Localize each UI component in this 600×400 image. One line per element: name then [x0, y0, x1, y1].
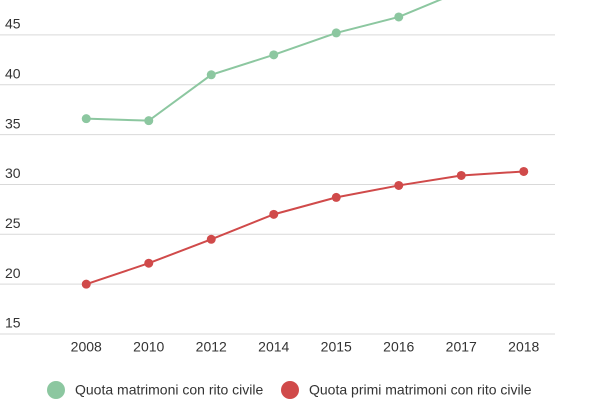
- series-line: [85, 170, 524, 286]
- x-tick-label: 2008: [71, 339, 102, 355]
- data-point: [206, 234, 216, 244]
- legend-label: Quota primi matrimoni con rito civile: [309, 382, 532, 398]
- data-point: [394, 12, 404, 22]
- data-point: [81, 114, 91, 124]
- data-point: [144, 258, 154, 268]
- x-tick-label: 2014: [258, 339, 289, 355]
- x-tick-label: 2012: [196, 339, 227, 355]
- data-point: [456, 170, 466, 180]
- data-point: [81, 279, 91, 289]
- x-tick-label: 2018: [508, 339, 539, 355]
- y-tick-label: 45: [5, 16, 21, 32]
- data-point: [519, 166, 529, 176]
- data-point: [269, 50, 279, 60]
- y-tick-label: 40: [5, 65, 21, 81]
- y-tick-label: 30: [5, 165, 21, 181]
- data-point: [331, 28, 341, 38]
- y-tick-label: 35: [5, 115, 21, 131]
- legend-marker: [47, 381, 65, 399]
- y-tick-label: 15: [5, 315, 21, 331]
- x-tick-label: 2015: [321, 339, 352, 355]
- data-point: [331, 192, 341, 202]
- x-tick-label: 2016: [383, 339, 414, 355]
- legend-marker: [281, 381, 299, 399]
- data-point: [206, 70, 216, 80]
- data-point: [144, 116, 154, 126]
- y-tick-label: 20: [5, 265, 21, 281]
- x-tick-label: 2017: [446, 339, 477, 355]
- data-point: [394, 180, 404, 190]
- legend-label: Quota matrimoni con rito civile: [75, 382, 264, 398]
- y-tick-label: 25: [5, 215, 21, 231]
- data-point: [269, 209, 279, 219]
- x-tick-label: 2010: [133, 339, 164, 355]
- series-line: [86, 0, 443, 122]
